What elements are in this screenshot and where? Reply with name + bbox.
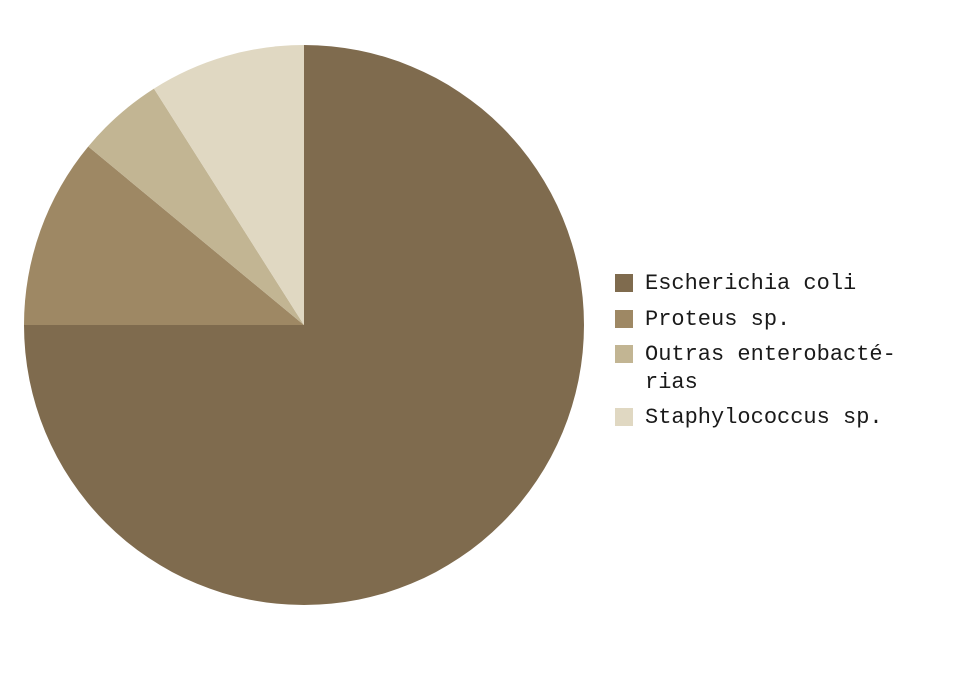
- legend-swatch: [615, 274, 633, 292]
- legend-item-staphylococcus-sp: Staphylococcus sp.: [615, 404, 945, 432]
- legend-item-outras-enterobacterias: Outras enterobacté- rias: [615, 341, 945, 396]
- legend-label: Outras enterobacté- rias: [645, 341, 896, 396]
- legend: Escherichia coli Proteus sp. Outras ente…: [615, 270, 945, 440]
- legend-swatch: [615, 345, 633, 363]
- legend-item-escherichia-coli: Escherichia coli: [615, 270, 945, 298]
- pie-svg: [24, 45, 584, 605]
- legend-swatch: [615, 310, 633, 328]
- legend-label: Proteus sp.: [645, 306, 790, 334]
- pie-chart: [24, 45, 584, 605]
- legend-label: Escherichia coli: [645, 270, 856, 298]
- legend-swatch: [615, 408, 633, 426]
- legend-item-proteus-sp: Proteus sp.: [615, 306, 945, 334]
- legend-label: Staphylococcus sp.: [645, 404, 883, 432]
- chart-container: Escherichia coli Proteus sp. Outras ente…: [0, 0, 974, 675]
